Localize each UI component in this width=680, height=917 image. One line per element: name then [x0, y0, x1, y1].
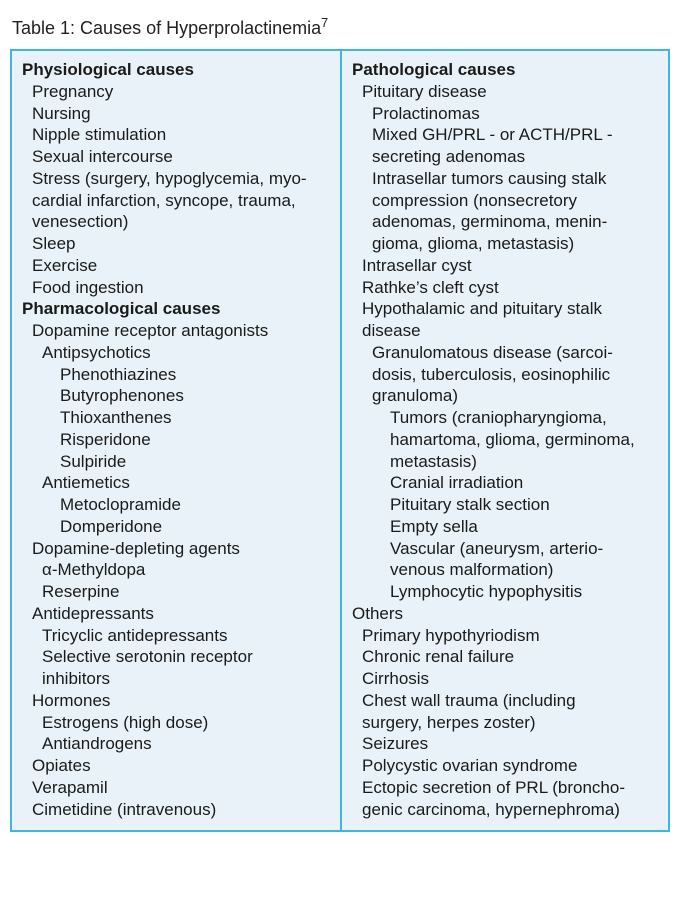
list-item: granuloma): [352, 385, 658, 407]
list-item: Stress (surgery, hypoglycemia, myo-: [22, 168, 330, 190]
list-item: Opiates: [22, 755, 330, 777]
list-item: Tricyclic antidepressants: [22, 625, 330, 647]
list-item: Nipple stimulation: [22, 124, 330, 146]
list-item: Dopamine receptor antagonists: [22, 320, 330, 342]
list-item: Tumors (craniopharyngioma,: [352, 407, 658, 429]
list-item: Pituitary stalk section: [352, 494, 658, 516]
list-item: Selective serotonin receptor: [22, 646, 330, 668]
list-item: metastasis): [352, 451, 658, 473]
list-item: secreting adenomas: [352, 146, 658, 168]
list-item: Sexual intercourse: [22, 146, 330, 168]
list-item: Nursing: [22, 103, 330, 125]
list-item: Risperidone: [22, 429, 330, 451]
list-item: dosis, tuberculosis, eosinophilic: [352, 364, 658, 386]
list-item: Chest wall trauma (including: [352, 690, 658, 712]
list-item: Hormones: [22, 690, 330, 712]
list-item: Intrasellar tumors causing stalk: [352, 168, 658, 190]
list-item: Seizures: [352, 733, 658, 755]
list-item: α-Methyldopa: [22, 559, 330, 581]
list-item: Antiandrogens: [22, 733, 330, 755]
list-item: hamartoma, glioma, germinoma,: [352, 429, 658, 451]
list-item: Pregnancy: [22, 81, 330, 103]
list-item: Estrogens (high dose): [22, 712, 330, 734]
list-item: Vascular (aneurysm, arterio-: [352, 538, 658, 560]
list-item: Verapamil: [22, 777, 330, 799]
list-item: Polycystic ovarian syndrome: [352, 755, 658, 777]
caption-text: Table 1: Causes of Hyperprolactinemia: [12, 18, 321, 38]
list-item: Rathke’s cleft cyst: [352, 277, 658, 299]
list-item: Cimetidine (intravenous): [22, 799, 330, 821]
list-item: Pituitary disease: [352, 81, 658, 103]
list-item: gioma, glioma, metastasis): [352, 233, 658, 255]
list-item: Mixed GH/PRL - or ACTH/PRL -: [352, 124, 658, 146]
list-item: Lymphocytic hypophysitis: [352, 581, 658, 603]
list-item: Food ingestion: [22, 277, 330, 299]
list-item: Ectopic secretion of PRL (broncho-: [352, 777, 658, 799]
list-item: Domperidone: [22, 516, 330, 538]
list-item: Primary hypothyriodism: [352, 625, 658, 647]
list-item: Dopamine-depleting agents: [22, 538, 330, 560]
list-item: venous malformation): [352, 559, 658, 581]
list-item: Chronic renal failure: [352, 646, 658, 668]
list-item: Metoclopramide: [22, 494, 330, 516]
list-item: adenomas, germinoma, menin-: [352, 211, 658, 233]
list-item: surgery, herpes zoster): [352, 712, 658, 734]
list-item: Antidepressants: [22, 603, 330, 625]
list-item: Granulomatous disease (sarcoi-: [352, 342, 658, 364]
list-item: Antiemetics: [22, 472, 330, 494]
list-item: Empty sella: [352, 516, 658, 538]
list-item: Butyrophenones: [22, 385, 330, 407]
list-item: Thioxanthenes: [22, 407, 330, 429]
list-item: Prolactinomas: [352, 103, 658, 125]
list-item: compression (nonsecretory: [352, 190, 658, 212]
list-item: Reserpine: [22, 581, 330, 603]
table-column-left: Physiological causesPregnancyNursingNipp…: [12, 51, 340, 830]
list-item: Sleep: [22, 233, 330, 255]
list-item: Others: [352, 603, 658, 625]
list-item: cardial infarction, syncope, trauma,: [22, 190, 330, 212]
section-heading: Physiological causes: [22, 59, 330, 81]
section-heading: Pharmacological causes: [22, 298, 330, 320]
list-item: venesection): [22, 211, 330, 233]
table-column-right: Pathological causesPituitary diseaseProl…: [340, 51, 668, 830]
list-item: Phenothiazines: [22, 364, 330, 386]
list-item: Antipsychotics: [22, 342, 330, 364]
list-item: Cirrhosis: [352, 668, 658, 690]
list-item: Sulpiride: [22, 451, 330, 473]
table-caption: Table 1: Causes of Hyperprolactinemia7: [12, 16, 670, 39]
caption-ref: 7: [321, 16, 328, 30]
list-item: Hypothalamic and pituitary stalk: [352, 298, 658, 320]
table-body: Physiological causesPregnancyNursingNipp…: [10, 49, 670, 832]
list-item: genic carcinoma, hypernephroma): [352, 799, 658, 821]
list-item: Cranial irradiation: [352, 472, 658, 494]
list-item: disease: [352, 320, 658, 342]
list-item: Exercise: [22, 255, 330, 277]
list-item: Intrasellar cyst: [352, 255, 658, 277]
list-item: inhibitors: [22, 668, 330, 690]
section-heading: Pathological causes: [352, 59, 658, 81]
